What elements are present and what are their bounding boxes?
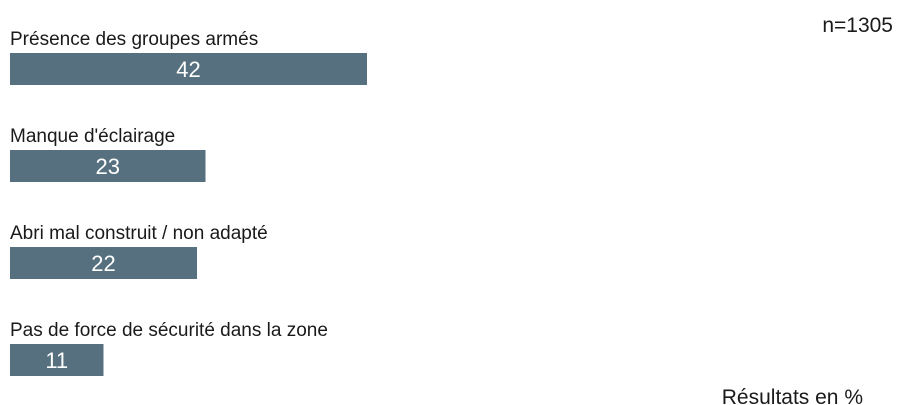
- value-label: 11: [45, 348, 68, 373]
- category-label: Présence des groupes armés: [10, 29, 258, 50]
- bars-layer: Présence des groupes armés 42 Manque d'écl…: [10, 29, 367, 376]
- value-label: 22: [91, 251, 115, 276]
- value-label: 23: [96, 154, 120, 179]
- category-label: Pas de force de sécurité dans la zone: [10, 320, 328, 341]
- value-label: 42: [176, 57, 200, 82]
- results-unit-footnote: Résultats en %: [722, 386, 863, 405]
- category-label: Manque d'éclairage: [10, 126, 175, 147]
- category-label: Abri mal construit / non adapté: [10, 223, 268, 244]
- sample-size-label: n=1305: [822, 14, 893, 37]
